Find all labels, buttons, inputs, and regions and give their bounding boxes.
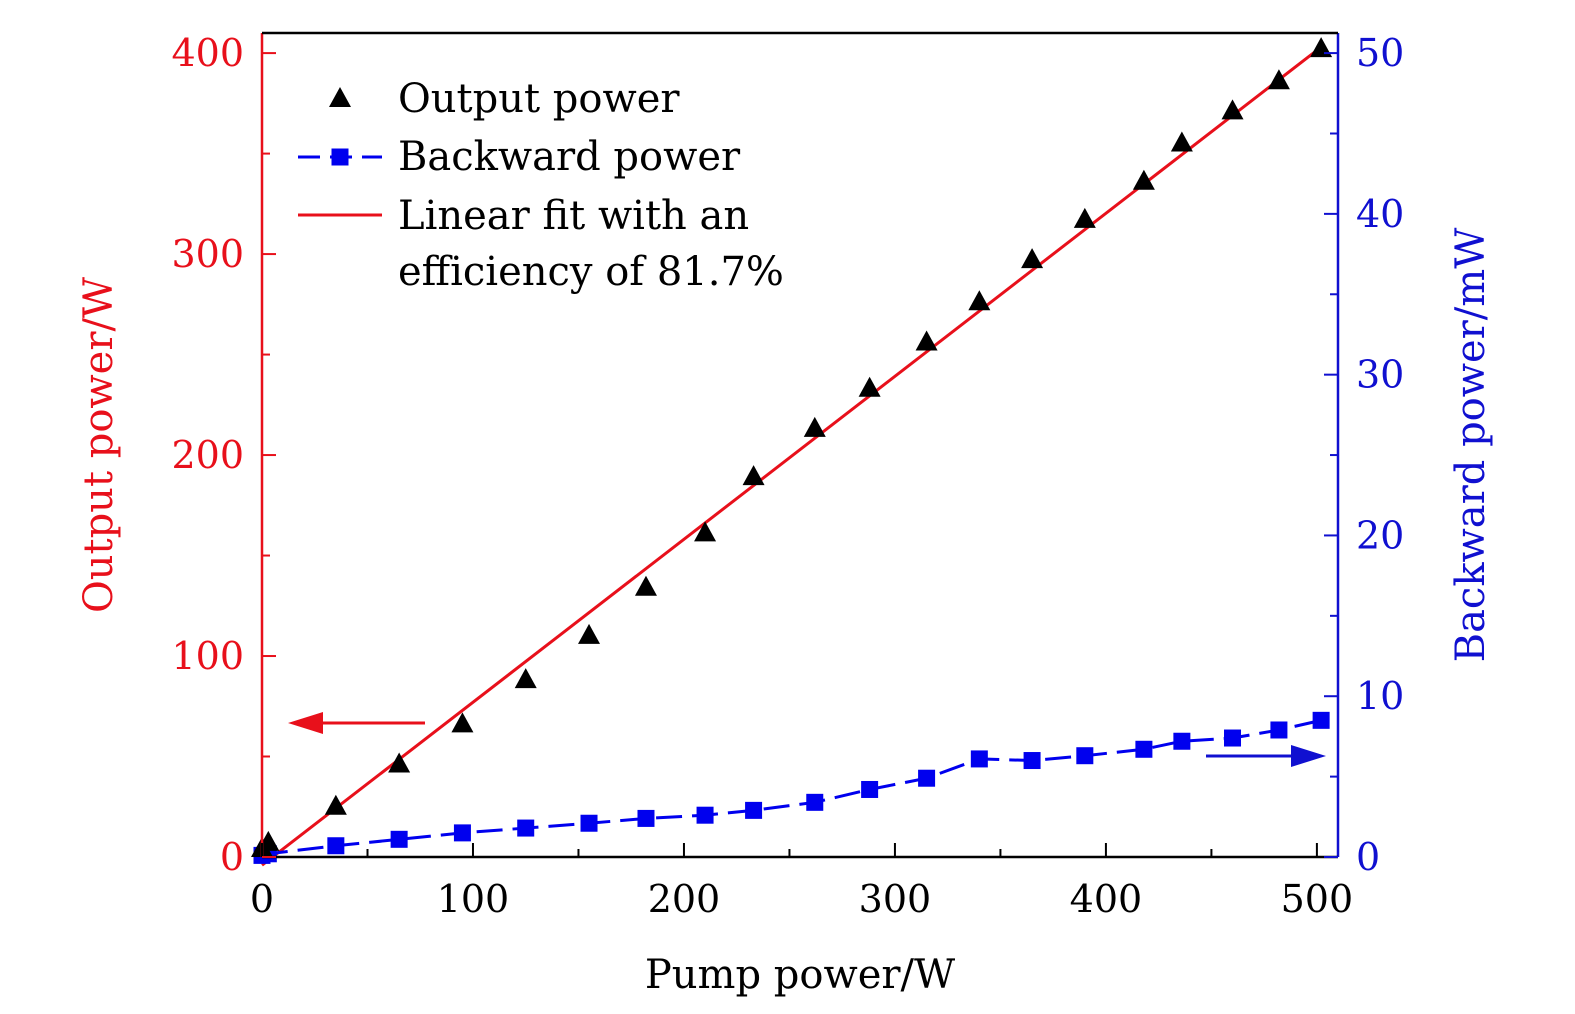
x-axis-title: Pump power/W bbox=[645, 952, 955, 998]
x-tick-label: 0 bbox=[250, 877, 274, 921]
backward-power-point bbox=[1023, 752, 1041, 770]
output-power-point bbox=[915, 330, 938, 351]
backward-power-point bbox=[1224, 729, 1242, 747]
legend-marker-output bbox=[329, 87, 351, 107]
legend-label-output: Output power bbox=[398, 76, 680, 122]
legend-label-fit-line2: efficiency of 81.7% bbox=[398, 249, 784, 295]
backward-power-point bbox=[1135, 740, 1153, 758]
x-tick-label: 400 bbox=[1070, 877, 1143, 921]
output-power-point bbox=[694, 521, 717, 542]
y-right-tick-label: 50 bbox=[1356, 31, 1404, 75]
backward-power-point bbox=[390, 830, 408, 848]
output-power-point bbox=[1073, 207, 1096, 228]
y-left-tick-label: 300 bbox=[171, 232, 244, 276]
output-power-point bbox=[324, 794, 347, 815]
output-power-point bbox=[742, 465, 765, 486]
x-tick-label: 300 bbox=[859, 877, 932, 921]
y-left-tick-label: 200 bbox=[171, 433, 244, 477]
backward-power-point bbox=[970, 750, 988, 768]
y-right-tick-label: 10 bbox=[1356, 674, 1404, 718]
left-arrow-head bbox=[288, 712, 323, 734]
output-power-point bbox=[388, 752, 411, 773]
y-right-axis-title: Backward power/mW bbox=[1448, 228, 1494, 663]
y-right-tick-label: 20 bbox=[1356, 513, 1404, 557]
backward-power-point bbox=[1076, 747, 1094, 765]
right-arrow-head bbox=[1291, 745, 1326, 767]
output-power-point bbox=[1267, 69, 1290, 90]
backward-power-point bbox=[517, 819, 535, 837]
backward-power-point bbox=[1312, 711, 1330, 729]
backward-power-point bbox=[637, 809, 655, 827]
output-power-point bbox=[451, 712, 474, 733]
output-power-point bbox=[968, 290, 991, 311]
backward-power-line bbox=[261, 718, 1322, 857]
backward-power-point bbox=[453, 824, 471, 842]
output-power-point bbox=[858, 376, 881, 397]
legend-label-backward: Backward power bbox=[398, 134, 741, 180]
backward-power-point bbox=[745, 801, 763, 819]
y-right-tick-label: 0 bbox=[1356, 835, 1380, 879]
output-power-point bbox=[1221, 99, 1244, 120]
y-right-tick-label: 30 bbox=[1356, 353, 1404, 397]
y-left-tick-label: 400 bbox=[171, 31, 244, 75]
y-left-axis-title: Output power/W bbox=[76, 277, 122, 613]
backward-power-point bbox=[327, 837, 345, 855]
backward-power-point bbox=[580, 814, 598, 832]
output-power-point bbox=[1310, 37, 1333, 58]
x-tick-label: 500 bbox=[1281, 877, 1354, 921]
y-left-tick-label: 100 bbox=[171, 634, 244, 678]
x-tick-label: 100 bbox=[437, 877, 510, 921]
output-power-point bbox=[634, 575, 657, 596]
output-power-point bbox=[514, 668, 537, 689]
y-right-tick-label: 40 bbox=[1356, 192, 1404, 236]
backward-power-point bbox=[918, 769, 936, 787]
output-power-point bbox=[1170, 131, 1193, 152]
backward-power-point bbox=[1173, 732, 1191, 750]
x-tick-label: 200 bbox=[648, 877, 721, 921]
output-power-point bbox=[803, 416, 826, 437]
output-power-point bbox=[1132, 169, 1155, 190]
backward-power-point bbox=[1270, 721, 1288, 739]
output-power-point bbox=[578, 623, 601, 644]
legend-marker-backward bbox=[331, 148, 349, 166]
legend-label-fit-line1: Linear fit with an bbox=[398, 193, 749, 239]
backward-power-point bbox=[696, 806, 714, 824]
y-left-tick-label: 0 bbox=[220, 835, 244, 879]
output-power-point bbox=[1021, 248, 1044, 269]
backward-power-point bbox=[861, 780, 879, 798]
backward-power-point bbox=[806, 793, 824, 811]
